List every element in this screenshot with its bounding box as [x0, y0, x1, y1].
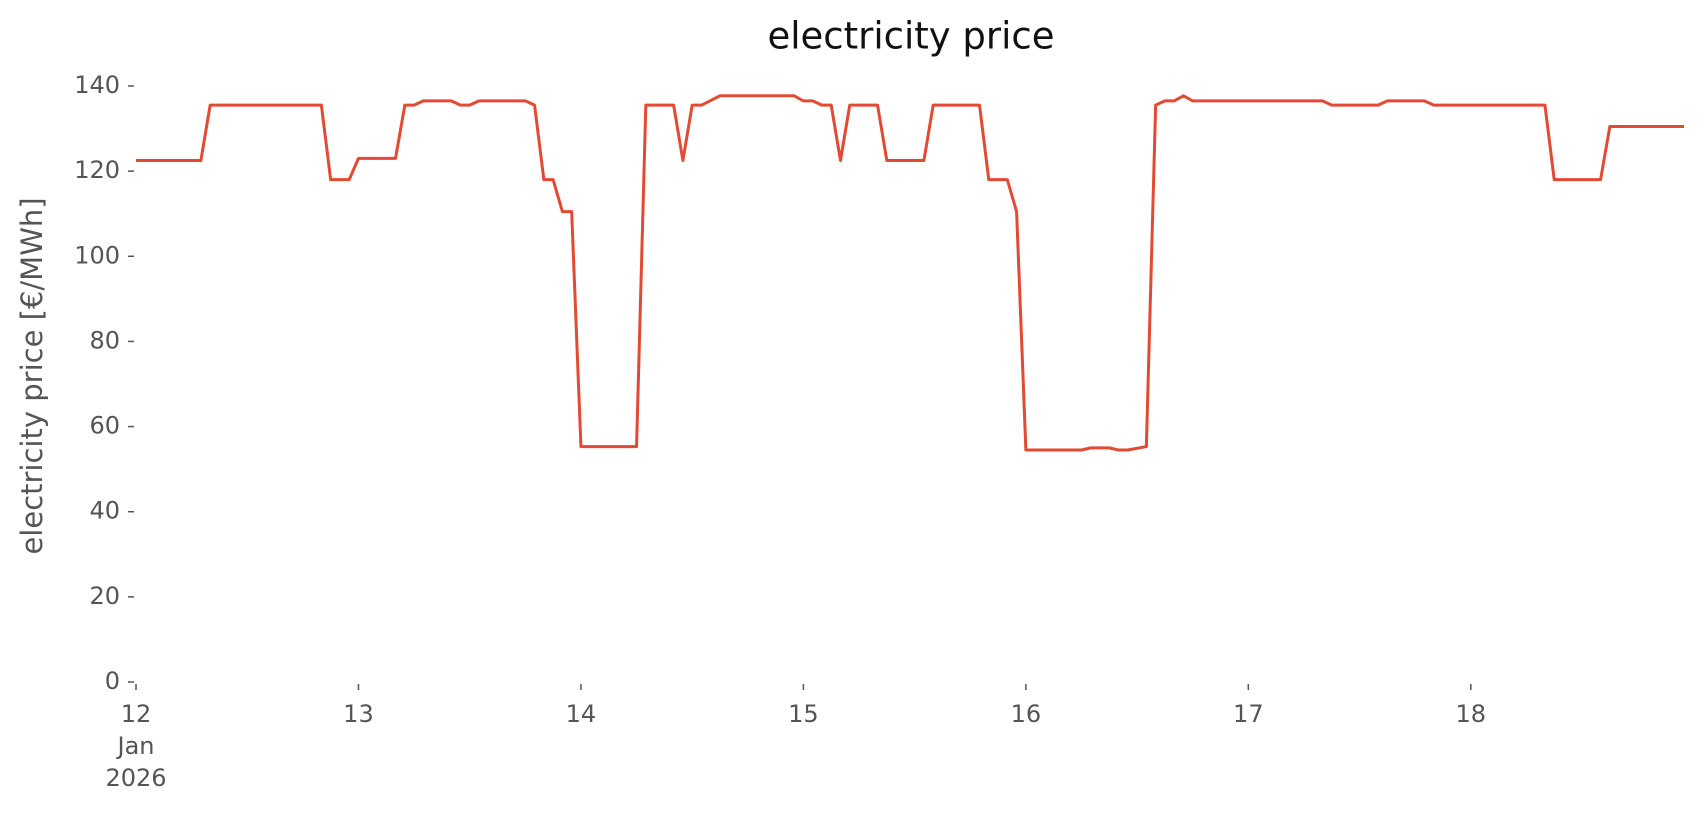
- y-tick-label: 20: [89, 582, 120, 610]
- x-tick-label: 16: [1010, 700, 1042, 728]
- y-tick-label: 100: [74, 241, 120, 269]
- x-tick-label: 12 Jan 2026: [105, 700, 167, 792]
- chart-title: electricity price: [767, 15, 1054, 58]
- y-tick-label: 60: [89, 412, 120, 440]
- x-tick-label: 18: [1455, 700, 1487, 728]
- x-tick-label: 15: [788, 700, 819, 728]
- y-tick-label: 0: [105, 667, 120, 695]
- x-tick-label: 17: [1233, 700, 1264, 728]
- y-tick-label: 40: [89, 497, 120, 525]
- y-axis-label: electricity price [€/MWh]: [15, 197, 49, 554]
- series-line: [136, 94, 1684, 452]
- x-tick-label: 14: [565, 700, 597, 728]
- x-tick-label: 13: [343, 700, 374, 728]
- y-tick-label: 140: [74, 71, 120, 99]
- y-tick-label: 120: [74, 156, 120, 184]
- y-tick-label: 80: [89, 326, 120, 354]
